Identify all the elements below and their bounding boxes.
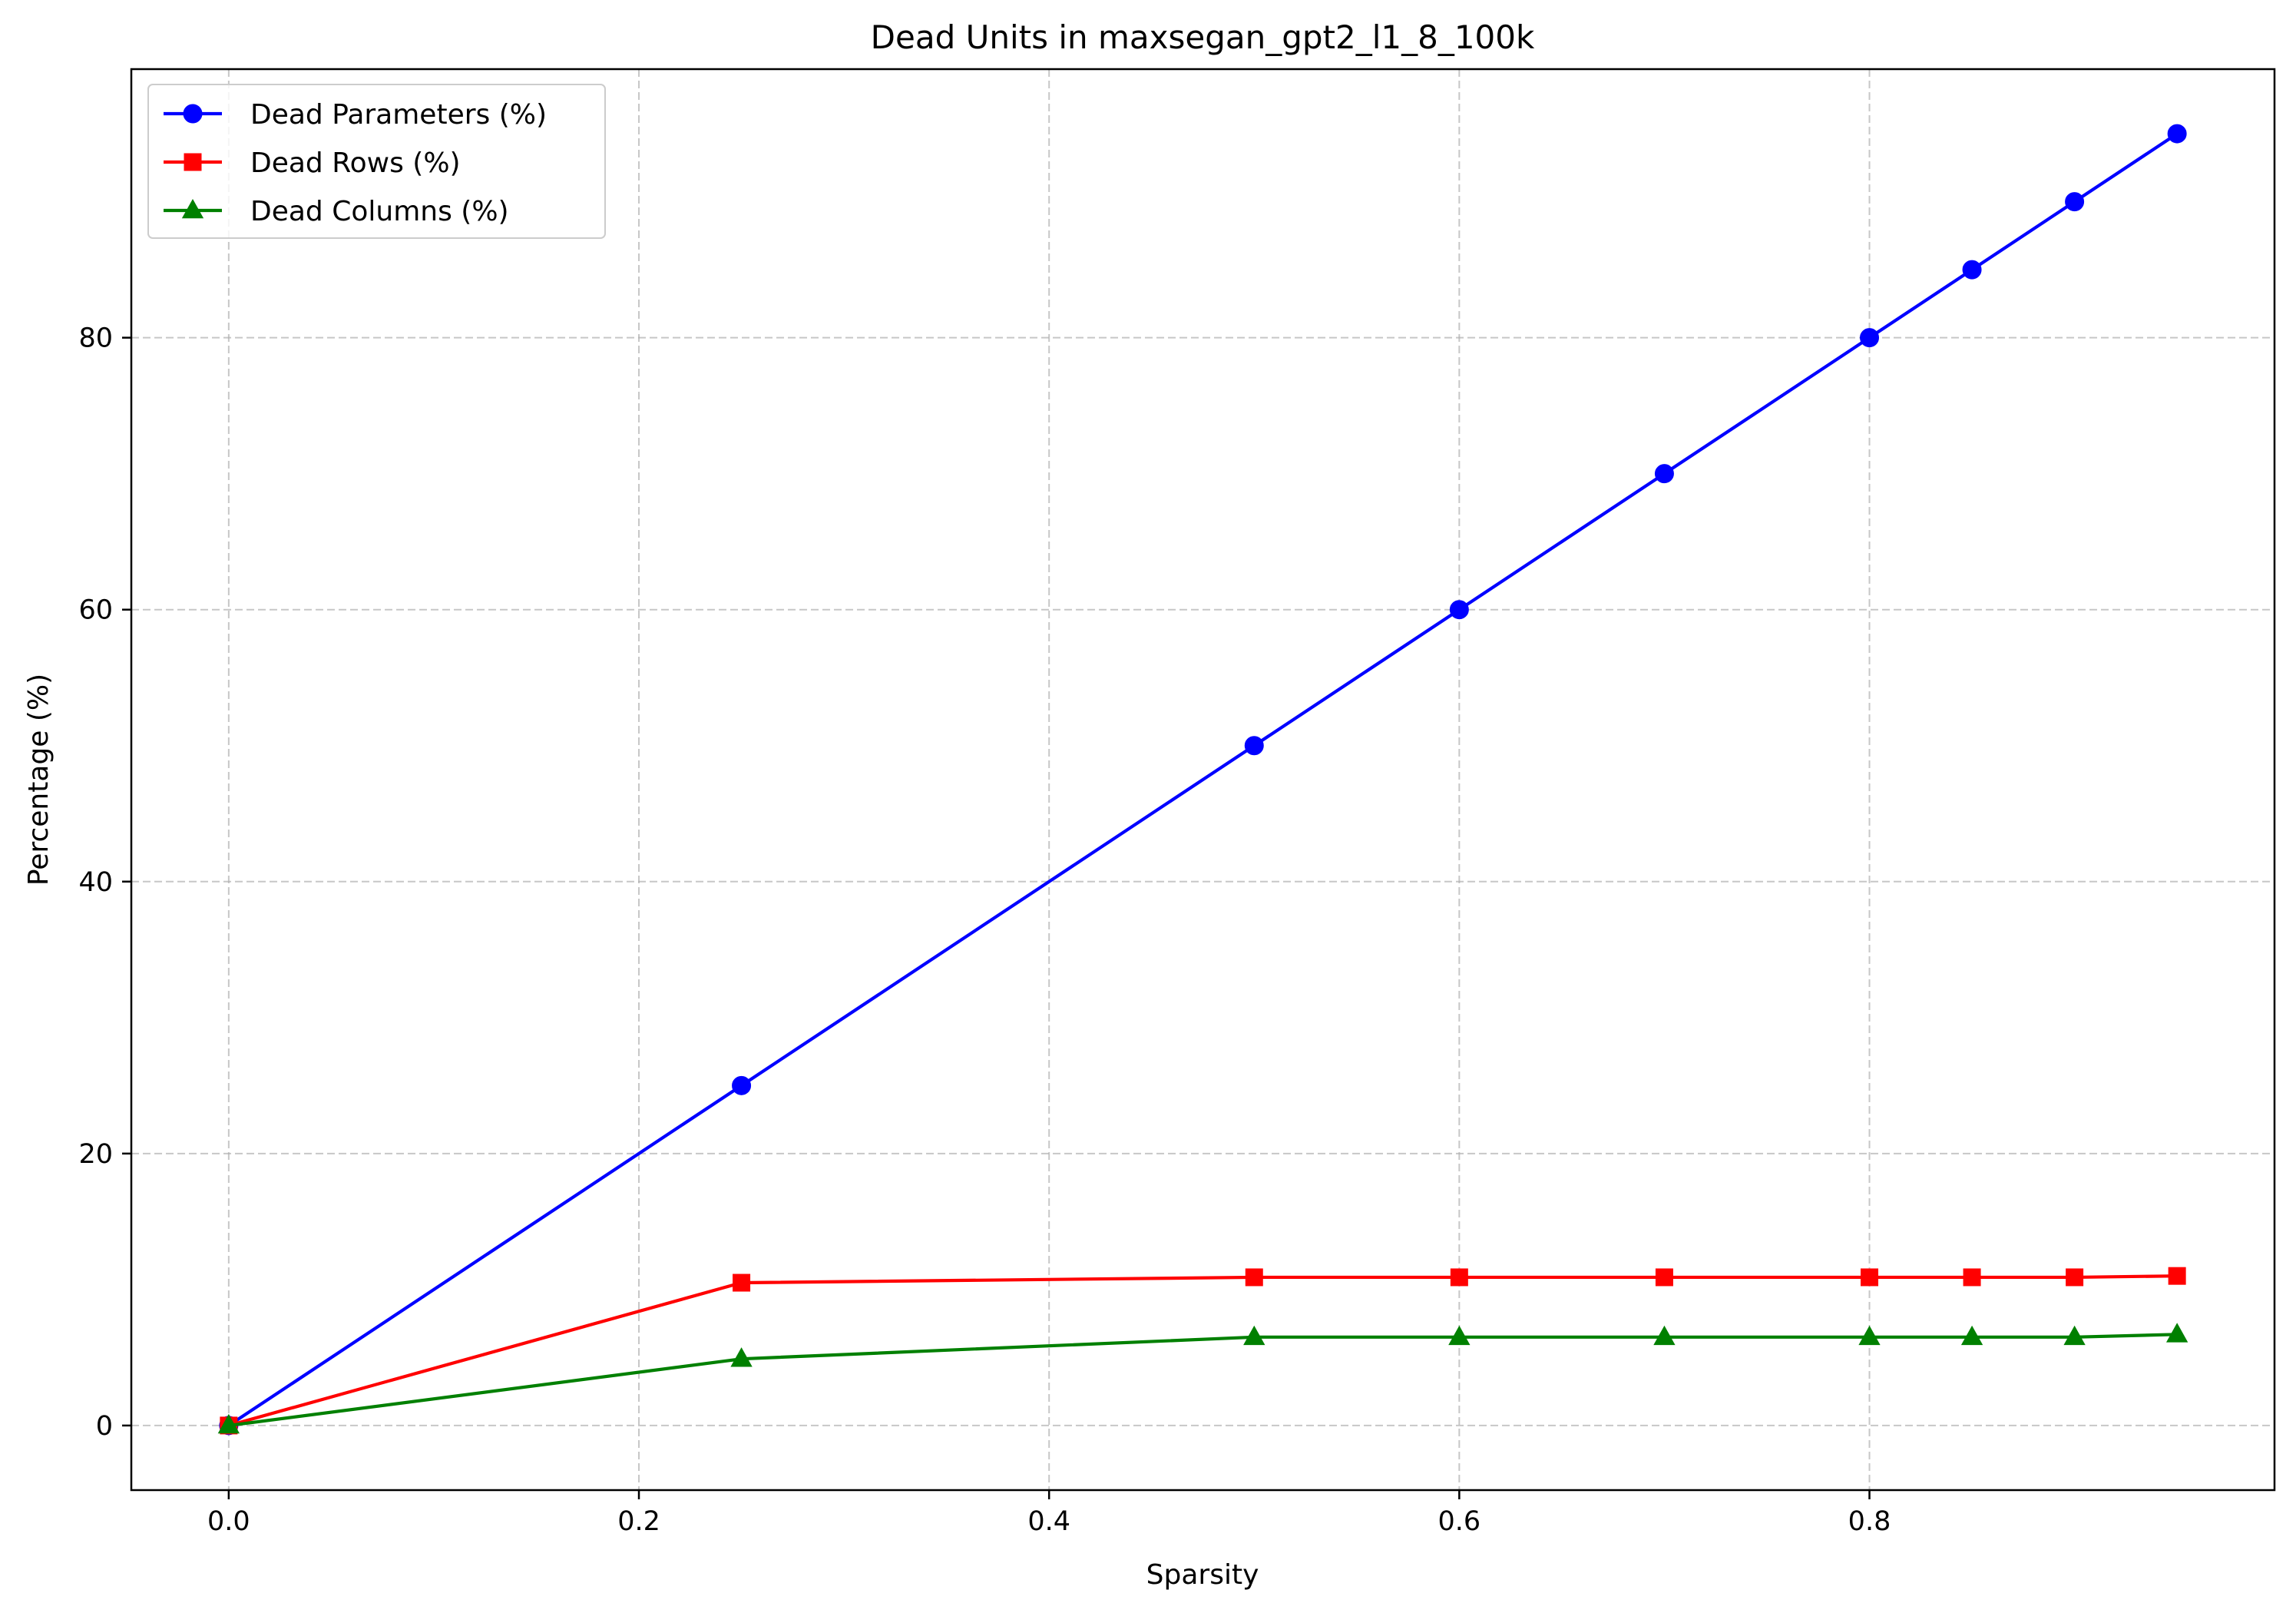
- series-group: [217, 124, 2188, 1436]
- series-triangle: [217, 1323, 2188, 1434]
- legend-item: Dead Columns (%): [164, 196, 509, 227]
- data-point: [1449, 600, 1469, 620]
- y-tick-label: 80: [78, 323, 113, 354]
- data-point: [2066, 1268, 2084, 1287]
- x-tick-label: 0.2: [617, 1506, 660, 1537]
- x-axis-label: Sparsity: [1146, 1559, 1259, 1591]
- x-tick-label: 0.0: [207, 1506, 250, 1537]
- legend-marker: [181, 198, 204, 219]
- legend-marker: [183, 104, 203, 124]
- data-point: [1448, 1325, 1471, 1346]
- data-point: [1861, 1268, 1879, 1287]
- legend-marker: [184, 153, 202, 171]
- data-point: [1450, 1268, 1468, 1287]
- series-circle: [219, 124, 2187, 1436]
- data-point: [2168, 1267, 2186, 1285]
- grid: [131, 69, 2274, 1490]
- y-tick-label: 20: [78, 1139, 113, 1170]
- y-tick-label: 40: [78, 867, 113, 898]
- data-point: [1960, 1325, 1983, 1346]
- x-tick-label: 0.4: [1027, 1506, 1070, 1537]
- legend-label: Dead Columns (%): [250, 196, 509, 227]
- x-tick-label: 0.8: [1848, 1506, 1891, 1537]
- data-point: [1963, 1268, 1981, 1287]
- legend-item: Dead Parameters (%): [164, 99, 547, 131]
- x-tick-label: 0.6: [1438, 1506, 1481, 1537]
- legend-label: Dead Rows (%): [250, 147, 461, 179]
- data-point: [1245, 1268, 1263, 1287]
- data-point: [1655, 1268, 1673, 1287]
- data-point: [1860, 328, 1880, 348]
- data-point: [1654, 464, 1674, 484]
- data-point: [733, 1274, 751, 1292]
- y-tick-label: 60: [78, 595, 113, 626]
- data-point: [2167, 124, 2187, 144]
- data-point: [1962, 260, 1982, 280]
- chart-title: Dead Units in maxsegan_gpt2_l1_8_100k: [871, 18, 1535, 56]
- y-axis-label: Percentage (%): [23, 674, 55, 886]
- data-point: [732, 1075, 752, 1095]
- data-point: [2065, 192, 2085, 212]
- data-point: [1858, 1325, 1881, 1346]
- data-point: [730, 1347, 753, 1367]
- plot-area-frame: [130, 68, 2276, 1492]
- axis-ticks: 0.0 0.2 0.4 0.6 0.8 0 20 40 60 80: [78, 323, 1891, 1537]
- legend-item: Dead Rows (%): [164, 147, 461, 179]
- data-point: [1243, 1325, 1265, 1346]
- legend-box: [147, 84, 606, 239]
- data-point: [2165, 1323, 2188, 1343]
- data-point: [1244, 736, 1264, 756]
- y-tick-label: 0: [96, 1411, 113, 1442]
- data-point: [217, 1413, 240, 1434]
- legend: Dead Parameters (%) Dead Rows (%) Dead Col…: [147, 84, 606, 239]
- legend-label: Dead Parameters (%): [250, 99, 547, 131]
- data-point: [2063, 1325, 2086, 1346]
- data-point: [1653, 1325, 1676, 1346]
